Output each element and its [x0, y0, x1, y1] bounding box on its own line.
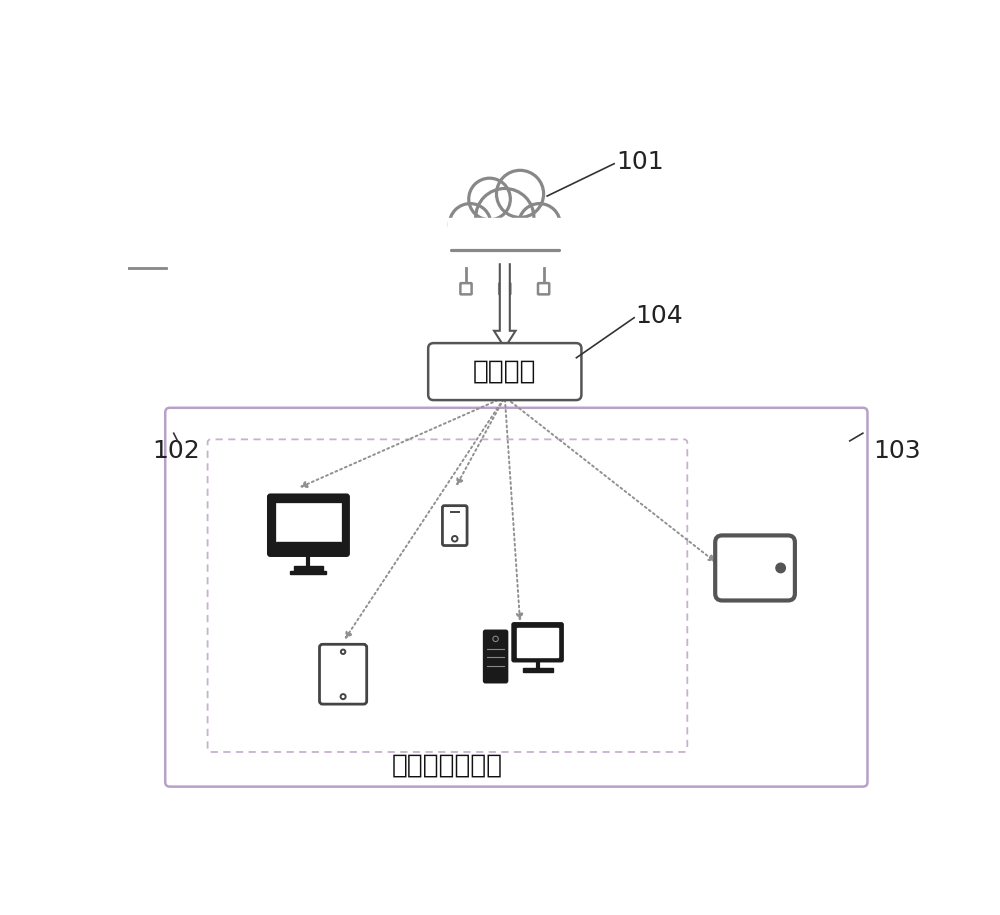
Circle shape — [519, 203, 560, 245]
FancyBboxPatch shape — [268, 494, 349, 556]
FancyBboxPatch shape — [715, 535, 795, 600]
Circle shape — [776, 564, 785, 573]
Bar — [523, 668, 553, 673]
FancyBboxPatch shape — [460, 283, 472, 295]
Text: 边缘设备: 边缘设备 — [473, 359, 537, 384]
Bar — [448, 218, 562, 262]
FancyBboxPatch shape — [499, 283, 510, 295]
Circle shape — [476, 188, 534, 247]
Text: 101: 101 — [616, 150, 664, 174]
FancyBboxPatch shape — [538, 283, 549, 295]
FancyBboxPatch shape — [319, 644, 367, 705]
Bar — [294, 566, 323, 571]
Bar — [517, 628, 558, 657]
Bar — [276, 503, 341, 547]
FancyBboxPatch shape — [428, 343, 581, 400]
Text: 102: 102 — [152, 439, 200, 463]
Circle shape — [493, 636, 498, 641]
FancyBboxPatch shape — [442, 506, 467, 545]
Bar — [448, 218, 562, 255]
FancyBboxPatch shape — [484, 630, 507, 683]
Bar — [276, 542, 341, 547]
Circle shape — [469, 178, 510, 220]
Circle shape — [341, 650, 345, 654]
Circle shape — [341, 694, 346, 699]
FancyBboxPatch shape — [165, 408, 867, 787]
FancyBboxPatch shape — [512, 623, 563, 662]
Text: 103: 103 — [873, 439, 920, 463]
PathPatch shape — [494, 250, 516, 348]
Circle shape — [449, 203, 491, 245]
Text: 物联网（局徟）: 物联网（局徟） — [391, 753, 503, 779]
Circle shape — [496, 170, 544, 218]
Circle shape — [452, 536, 458, 542]
Bar — [290, 571, 326, 574]
Text: 104: 104 — [636, 304, 683, 328]
